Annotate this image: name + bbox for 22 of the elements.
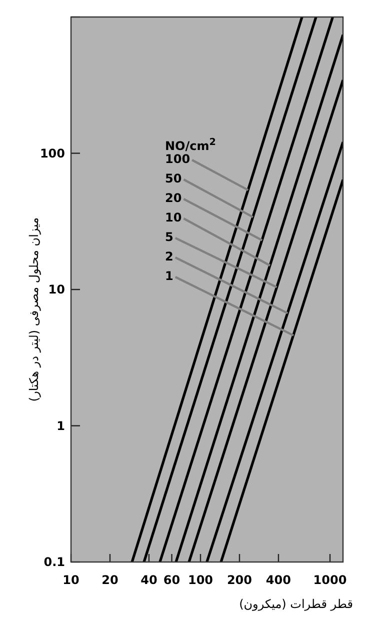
x-tick-label: 20 <box>102 573 118 587</box>
annotation: 2 <box>165 250 174 264</box>
annotation: 10 <box>165 210 182 224</box>
annotation: 1 <box>165 269 174 283</box>
x-tick-label: 40 <box>140 573 158 587</box>
annotation: 20 <box>165 191 182 205</box>
x-tick-label: 200 <box>226 573 252 587</box>
y-tick-label: 1 <box>56 418 65 433</box>
y-tick-label: 10 <box>48 282 65 296</box>
annotation: 50 <box>165 172 182 186</box>
x-tick-label: 10 <box>62 573 80 587</box>
x-axis-title: قطر قطرات (میکرون) <box>239 597 353 611</box>
annotation: NO/cm$^{2}$ <box>165 136 216 153</box>
x-tick-label: 1000 <box>313 573 347 587</box>
y-axis-title: میزان محلول مصرفی (لیتر در هکتار) <box>27 217 41 402</box>
x-tick-label: 100 <box>188 573 214 587</box>
annotation: 5 <box>165 230 174 244</box>
x-tick-label: 400 <box>266 573 291 587</box>
annotation: 100 <box>165 152 190 166</box>
y-tick-label: 100 <box>40 146 65 160</box>
x-tick-label: 60 <box>163 573 180 587</box>
y-tick-label: 0.1 <box>44 555 65 569</box>
